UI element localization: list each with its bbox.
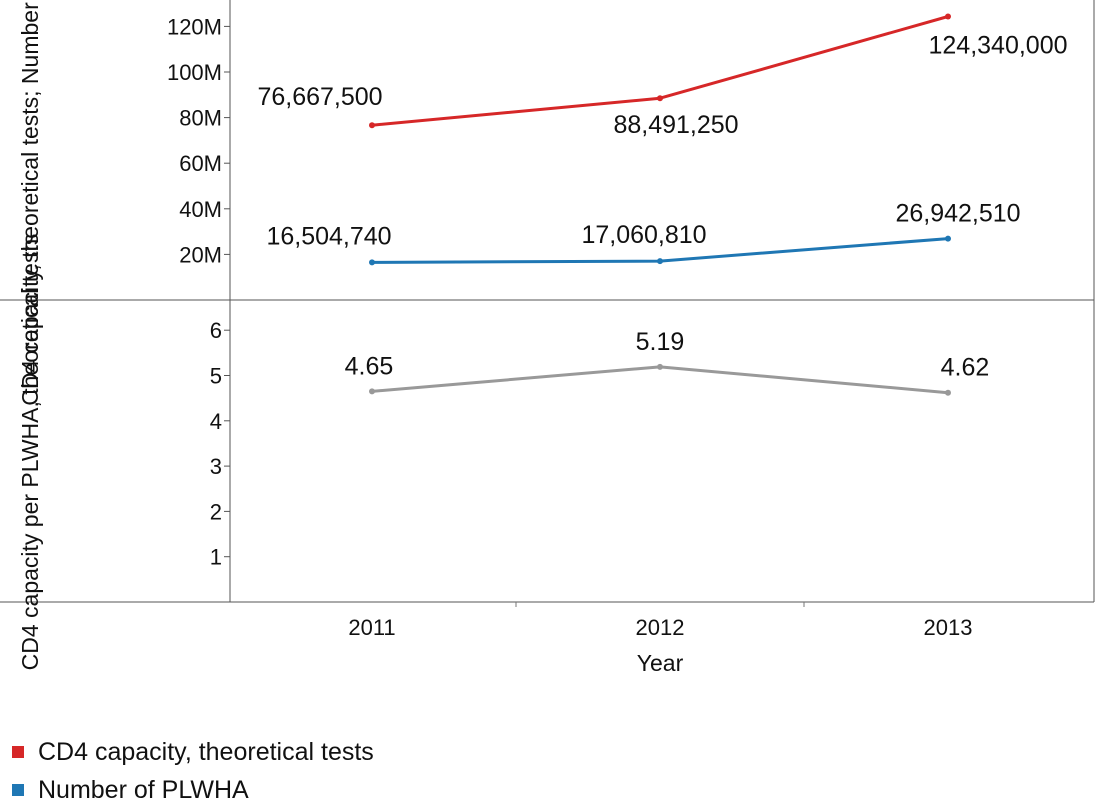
legend-swatch-red: [12, 746, 24, 758]
legend-label: CD4 capacity, theoretical tests: [38, 737, 374, 766]
plwha-point: [945, 235, 951, 242]
chart-frame: [0, 0, 1095, 607]
capacity-per-plwha-data-label: 4.62: [941, 354, 990, 382]
y-tick-label: 3: [210, 454, 222, 479]
y-tick-label: 2: [210, 499, 222, 524]
axis-ticks: 20M 40M 60M 80M 100M 120M 1 2 3 4 5 6 2011 2012 2013: [167, 14, 973, 640]
y-tick-label: 80M: [179, 106, 222, 131]
cd4-capacity-line: [371, 15, 949, 127]
y-tick-label: 60M: [179, 151, 222, 176]
legend-item-plwha: Number of PLWHA: [12, 771, 374, 809]
legend-label: Number of PLWHA: [38, 775, 249, 804]
y-tick-label: 40M: [179, 197, 222, 222]
plwha-data-label: 26,942,510: [895, 200, 1020, 228]
y-tick-label: 5: [210, 364, 222, 389]
plwha-data-label: 17,060,810: [581, 221, 706, 249]
y-tick-label: 100M: [167, 60, 222, 85]
bottom-panel-y-axis-title: CD4 capacity per PLWHA, theoretical test…: [17, 234, 43, 671]
cd4-capacity-data-label: 76,667,500: [257, 83, 382, 111]
x-tick-label: 2011: [348, 615, 395, 640]
plwha-point: [369, 259, 375, 266]
y-tick-label: 4: [210, 409, 222, 434]
y-tick-label: 120M: [167, 14, 222, 39]
capacity-per-plwha-data-label: 4.65: [345, 352, 394, 380]
x-tick-label: 2013: [924, 615, 973, 640]
capacity-per-plwha-line: [371, 365, 949, 395]
x-axis-title: Year: [637, 650, 684, 676]
y-tick-label: 6: [210, 318, 222, 343]
cd4-capacity-data-label: 88,491,250: [613, 111, 738, 139]
legend-swatch-blue: [12, 784, 24, 796]
x-tick-label: 2012: [636, 615, 685, 640]
data-labels: 76,667,500 88,491,250 124,340,000 16,504,74…: [257, 32, 1067, 382]
cd4-capacity-point: [657, 95, 663, 102]
cd4-capacity-point: [369, 122, 375, 129]
cd4-capacity-data-label: 124,340,000: [928, 32, 1067, 60]
capacity-per-plwha-point: [657, 363, 663, 370]
top-panel-y-axis-title: CD4 capacity, theoretical tests; Number …: [17, 0, 43, 406]
legend: CD4 capacity, theoretical tests Number o…: [12, 733, 374, 809]
chart-figure: 20M 40M 60M 80M 100M 120M 1 2 3 4 5 6 2011 2012 2013 7…: [0, 0, 1095, 676]
legend-item-cd4-capacity: CD4 capacity, theoretical tests: [12, 733, 374, 771]
plwha-data-label: 16,504,740: [266, 222, 391, 250]
capacity-per-plwha-data-label: 5.19: [636, 328, 685, 356]
y-tick-label: 20M: [179, 242, 222, 267]
capacity-per-plwha-point: [945, 389, 951, 396]
plwha-point: [657, 258, 663, 265]
series-lines: [369, 13, 951, 396]
capacity-per-plwha-point: [369, 388, 375, 395]
cd4-capacity-point: [945, 13, 951, 20]
y-tick-label: 1: [210, 545, 222, 570]
